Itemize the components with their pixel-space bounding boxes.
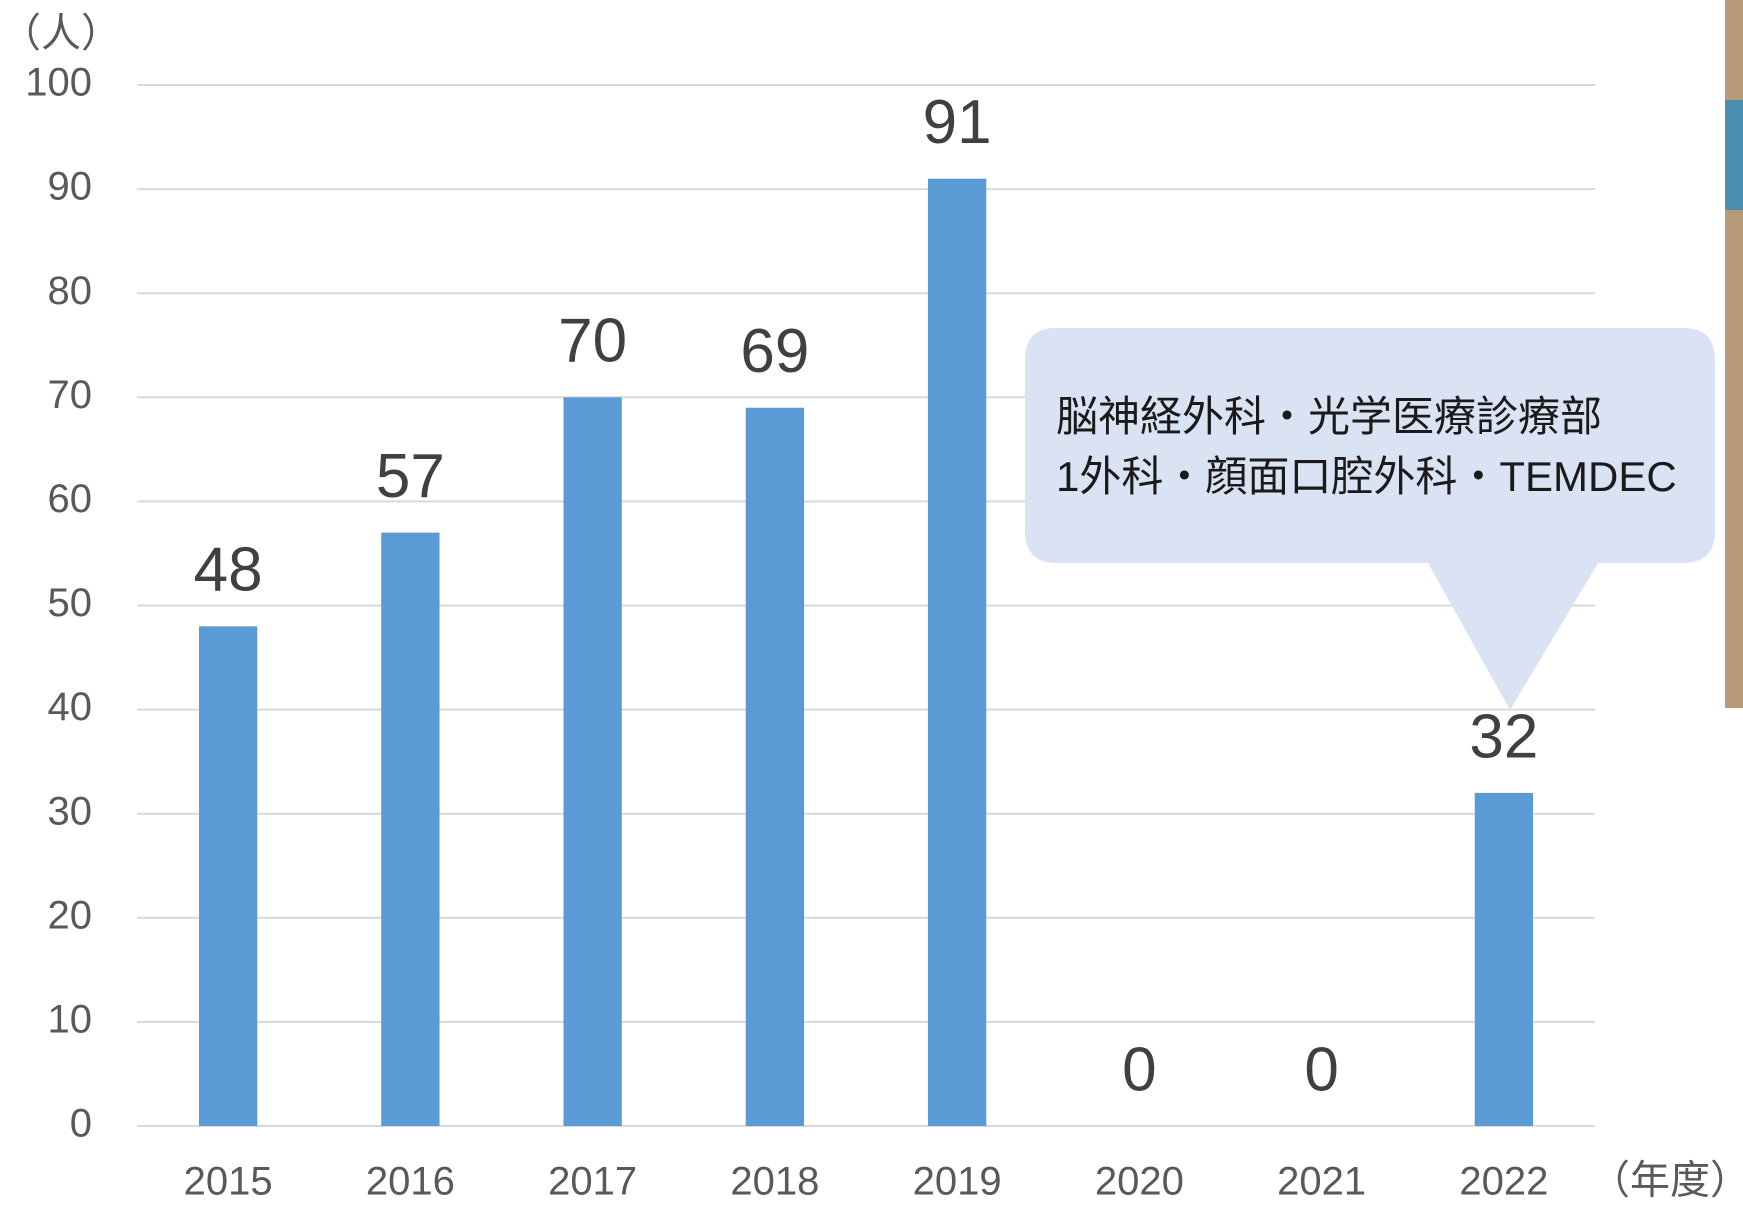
y-tick-label: 30 — [48, 789, 93, 833]
y-tick-label: 50 — [48, 581, 93, 625]
bar — [928, 179, 986, 1126]
y-tick-label: 0 — [70, 1102, 92, 1146]
value-label: 48 — [194, 536, 263, 605]
x-tick-label: 2020 — [1095, 1160, 1184, 1204]
value-label: 91 — [923, 88, 992, 157]
y-axis-label: （人） — [1, 12, 121, 56]
x-tick-label: 2021 — [1277, 1160, 1366, 1204]
value-label: 0 — [1304, 1035, 1338, 1104]
y-tick-label: 90 — [48, 165, 93, 209]
y-tick-label: 40 — [48, 685, 93, 729]
bar — [746, 408, 804, 1126]
value-label: 69 — [740, 317, 809, 386]
y-tick-label: 60 — [48, 477, 93, 521]
bar — [563, 397, 621, 1126]
value-label: 0 — [1122, 1035, 1156, 1104]
x-tick-label: 2016 — [366, 1160, 455, 1204]
bar — [381, 533, 439, 1126]
x-tick-label: 2015 — [184, 1160, 273, 1204]
value-label: 70 — [558, 307, 627, 376]
y-tick-label: 70 — [48, 373, 93, 417]
bar — [1475, 793, 1533, 1126]
y-tick-label: 100 — [25, 61, 92, 105]
y-tick-label: 10 — [48, 997, 93, 1041]
photo-strip-detail — [1725, 100, 1743, 210]
callout — [1025, 328, 1715, 710]
value-label: 32 — [1469, 702, 1538, 771]
y-tick-label: 20 — [48, 893, 93, 937]
x-tick-label: 2022 — [1459, 1160, 1548, 1204]
bar — [199, 626, 257, 1126]
y-tick-label: 80 — [48, 269, 93, 313]
callout-text: 1外科・顔面口腔外科・TEMDEC — [1056, 453, 1677, 500]
callout-text: 脳神経外科・光学医療診療部 — [1056, 393, 1602, 440]
x-tick-label: 2017 — [548, 1160, 637, 1204]
x-tick-label: 2019 — [913, 1160, 1002, 1204]
x-axis-label: （年度） — [1590, 1159, 1743, 1203]
chart: （人） （年度） 0 10 20 30 40 50 60 70 80 90 100 2015 2016 2… — [0, 0, 1743, 1220]
value-label: 57 — [376, 442, 445, 511]
x-tick-label: 2018 — [730, 1160, 819, 1204]
